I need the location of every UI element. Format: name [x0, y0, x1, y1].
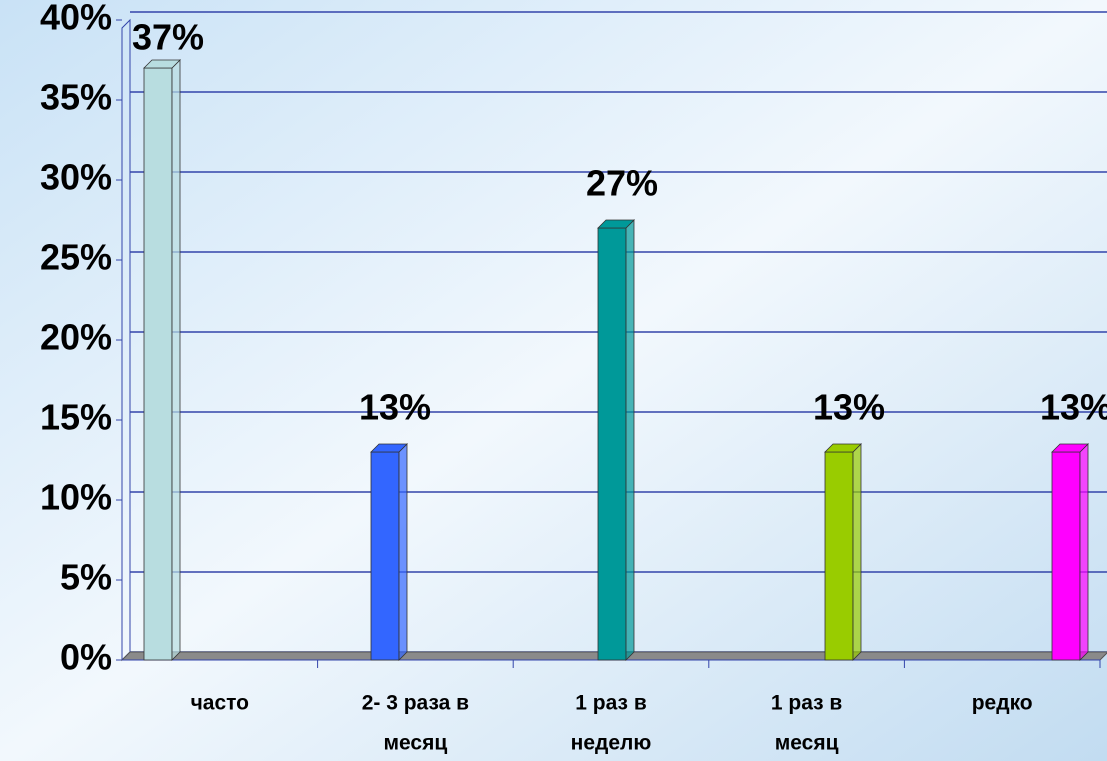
x-tick-label: 1 раз в [575, 692, 647, 715]
x-tick-label: часто [191, 692, 249, 715]
y-tick-label: 5% [60, 557, 112, 598]
bar-side [852, 443, 862, 661]
value-label: 13% [359, 387, 431, 428]
bar-side [398, 443, 408, 661]
bar-side [1079, 443, 1089, 661]
value-label: 37% [132, 17, 204, 58]
x-tick-label: месяц [775, 732, 839, 755]
y-tick-label: 35% [40, 77, 112, 118]
bar-top [824, 443, 862, 453]
x-tick-label: неделю [571, 732, 652, 755]
y-tick-label: 10% [40, 477, 112, 518]
y-tick-label: 0% [60, 637, 112, 678]
bar-top [143, 59, 181, 69]
x-tick-label: 1 раз в [771, 692, 843, 715]
bar-side [625, 219, 635, 661]
y-tick-label: 30% [40, 157, 112, 198]
value-label: 27% [586, 163, 658, 204]
value-label: 13% [1040, 387, 1107, 428]
bar [597, 227, 627, 661]
bar [370, 451, 400, 661]
y-tick-label: 25% [40, 237, 112, 278]
bar-top [1051, 443, 1089, 453]
x-tick-label: месяц [384, 732, 448, 755]
bar [143, 67, 173, 661]
bar [824, 451, 854, 661]
x-tick-label: редко [972, 692, 1033, 715]
y-tick-label: 20% [40, 317, 112, 358]
bar-top [597, 219, 635, 229]
value-label: 13% [813, 387, 885, 428]
y-tick-label: 15% [40, 397, 112, 438]
x-tick-label: 2- 3 раза в [362, 692, 469, 715]
bar-side [171, 59, 181, 661]
y-tick-label: 40% [40, 0, 112, 38]
bar [1051, 451, 1081, 661]
bar-top [370, 443, 408, 453]
